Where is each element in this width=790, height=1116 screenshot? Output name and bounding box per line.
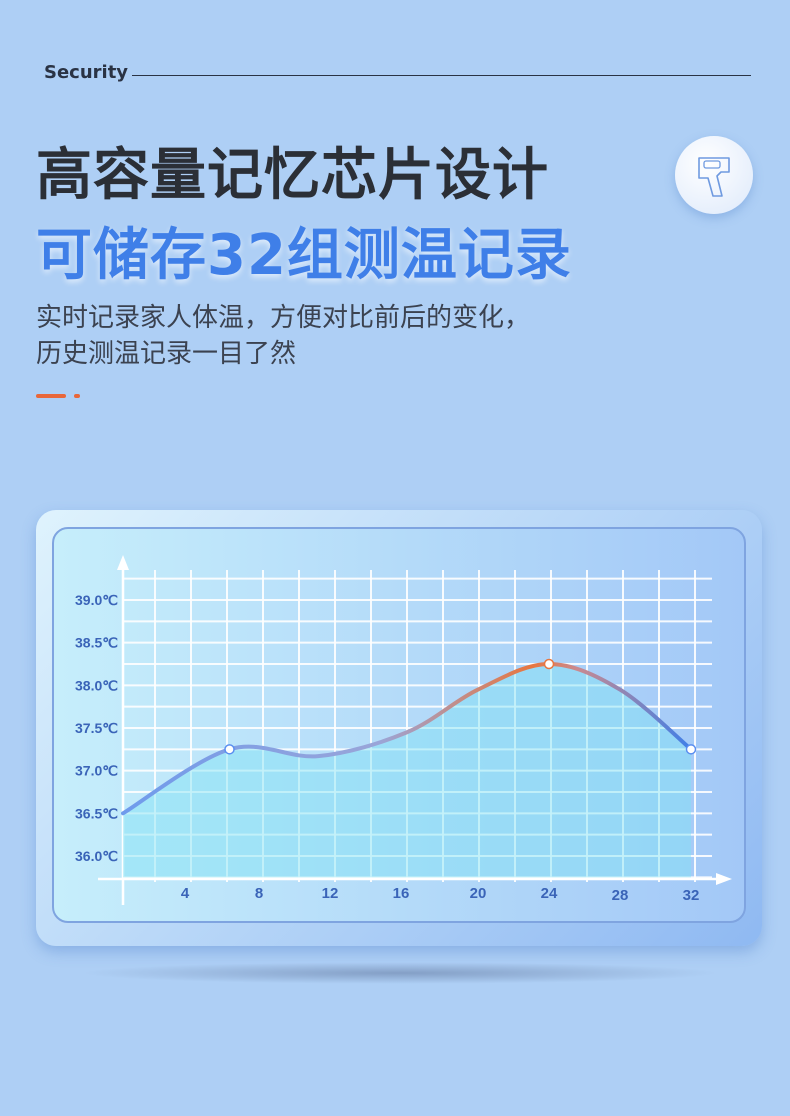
y-tick-label: 38.5℃ [75, 635, 118, 651]
y-tick-label: 38.0℃ [75, 677, 118, 693]
accent-bar [36, 394, 66, 398]
description-line: 历史测温记录一目了然 [36, 339, 297, 369]
y-tick-label: 37.0℃ [75, 763, 118, 779]
x-tick-label: 32 [683, 887, 700, 904]
y-tick-label: 37.5℃ [75, 720, 118, 736]
data-point [543, 658, 555, 670]
y-tick-label: 36.0℃ [75, 848, 118, 864]
area-fill [123, 663, 691, 878]
accent-dot [74, 394, 80, 398]
headline-primary: 高容量记忆芯片设计 [36, 143, 549, 208]
thermometer-gun-icon [698, 157, 730, 197]
section-label: Security [44, 62, 129, 83]
data-point [685, 744, 697, 755]
y-tick-label: 36.5℃ [75, 805, 118, 821]
y-tick-label: 39.0℃ [75, 592, 118, 608]
x-tick-label: 4 [181, 885, 190, 902]
x-axis-arrow [716, 873, 732, 885]
x-tick-label: 16 [393, 885, 410, 902]
x-tick-label: 12 [322, 885, 339, 902]
headline-secondary: 可储存32组测温记录 [36, 223, 572, 288]
description-line: 实时记录家人体温，方便对比前后的变化， [36, 303, 531, 333]
divider [132, 75, 751, 76]
data-point [224, 744, 235, 755]
device-shadow [80, 962, 720, 984]
x-tick-label: 20 [470, 885, 487, 902]
device-screen [52, 527, 746, 923]
x-tick-label: 8 [255, 885, 263, 902]
description: 实时记录家人体温，方便对比前后的变化， 历史测温记录一目了然 [36, 300, 530, 372]
x-tick-label: 28 [612, 887, 629, 904]
y-axis-arrow [117, 555, 129, 570]
x-tick-label: 24 [541, 885, 558, 902]
thermometer-badge [675, 136, 753, 214]
